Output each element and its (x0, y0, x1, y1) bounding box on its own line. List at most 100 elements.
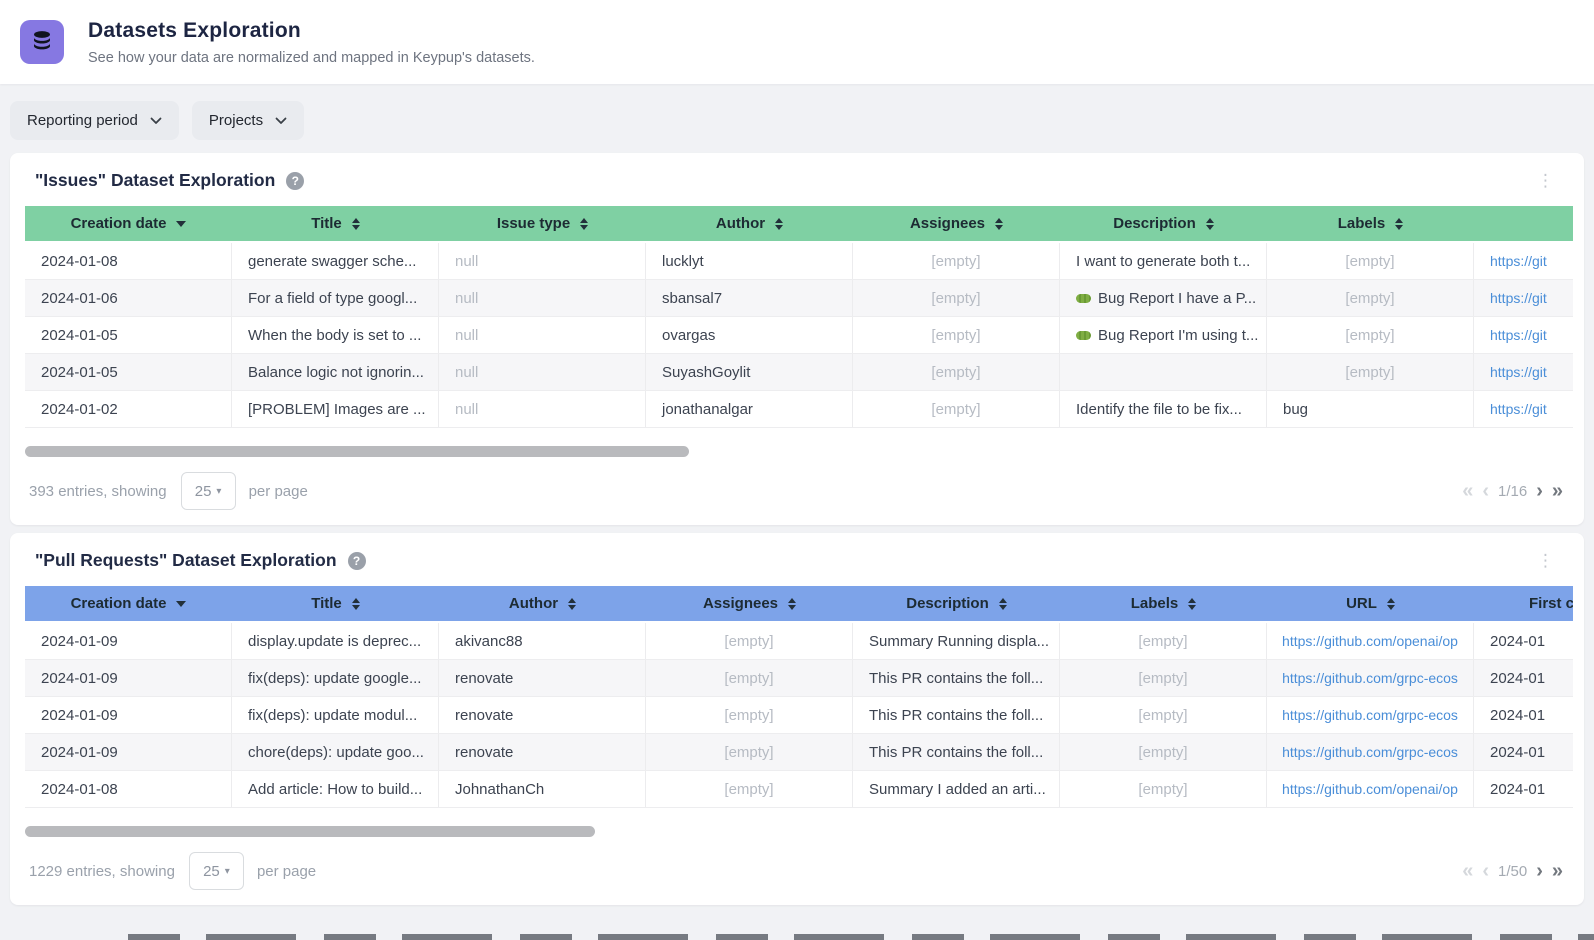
sort-icon (351, 597, 360, 610)
table-cell: fix(deps): update google... (232, 660, 439, 696)
projects-filter[interactable]: Projects (191, 101, 305, 140)
table-row: 2024-01-09 chore(deps): update goo... reno… (25, 734, 1573, 771)
table-row: 2024-01-09 fix(deps): update google... ren… (25, 660, 1573, 697)
projects-label: Projects (208, 112, 264, 129)
table-cell: [empty] (1060, 734, 1267, 770)
column-header[interactable]: Title (232, 215, 439, 232)
url-link[interactable]: https://github.com/openai/op (1267, 623, 1474, 659)
table-cell: [empty] (646, 660, 853, 696)
entries-text: 1229 entries, showing (29, 862, 175, 880)
table-footer: 393 entries, showing 25 ▾ per page « ‹ 1… (25, 472, 1569, 510)
table-header-row: Creation date Title Issue type Author Assign… (25, 206, 1573, 241)
help-icon[interactable]: ? (347, 551, 366, 570)
horizontal-scrollbar[interactable] (25, 446, 1569, 457)
table-cell: SuyashGoylit (646, 354, 853, 390)
chevron-down-icon (150, 117, 162, 124)
table-body: 2024-01-08 generate swagger sche... null lu… (25, 243, 1573, 428)
per-page-select[interactable]: 25 ▾ (180, 472, 236, 510)
table-row: 2024-01-05 When the body is set to ... nul… (25, 317, 1573, 354)
url-link[interactable]: https://git (1490, 290, 1547, 306)
page-header: Datasets Exploration See how your data a… (0, 0, 1594, 84)
sort-icon (1205, 217, 1214, 230)
column-header[interactable]: Assignees (646, 595, 853, 612)
issues-panel: "Issues" Dataset Exploration ? ⋮ Creatio… (10, 153, 1584, 525)
table-cell: renovate (439, 697, 646, 733)
table-cell: bug (1267, 391, 1474, 427)
table-row: 2024-01-06 For a field of type googl... nu… (25, 280, 1573, 317)
column-header[interactable]: Creation date (25, 215, 232, 232)
column-header[interactable]: Labels (1060, 595, 1267, 612)
column-header[interactable]: Title (232, 595, 439, 612)
next-page-button[interactable]: › (1536, 480, 1543, 502)
prev-page-button[interactable]: ‹ (1482, 480, 1489, 502)
reporting-period-filter[interactable]: Reporting period (10, 101, 179, 140)
table-cell: [PROBLEM] Images are ... (232, 391, 439, 427)
per-page-select[interactable]: 25 ▾ (188, 852, 244, 890)
url-link[interactable]: https://git (1490, 327, 1547, 343)
pull-requests-panel: "Pull Requests" Dataset Exploration ? ⋮ … (10, 533, 1584, 905)
table-cell: This PR contains the foll... (853, 660, 1060, 696)
url-link[interactable]: https://github.com/grpc-ecos (1267, 660, 1474, 696)
url-link[interactable]: https://git (1490, 364, 1547, 380)
table-cell: [empty] (646, 734, 853, 770)
table-cell: This PR contains the foll... (853, 697, 1060, 733)
column-header-label: Description (1113, 215, 1196, 232)
sort-desc-icon (176, 600, 187, 607)
url-link[interactable]: https://git (1490, 401, 1547, 417)
panel-title: "Issues" Dataset Exploration (35, 170, 276, 190)
first-page-button[interactable]: « (1462, 480, 1474, 502)
column-header[interactable]: Author (646, 215, 853, 232)
scrollbar-thumb[interactable] (25, 826, 595, 837)
table-cell: 2024-01-05 (25, 354, 232, 390)
table-cell: [empty] (1267, 280, 1474, 316)
table-cell: [empty] (1267, 317, 1474, 353)
per-page-label: per page (256, 862, 317, 880)
column-header[interactable]: Author (439, 595, 646, 612)
sort-icon (995, 217, 1004, 230)
table-cell: Identify the file to be fix... (1060, 391, 1267, 427)
prev-page-button[interactable]: ‹ (1482, 860, 1489, 882)
table-cell: lucklyt (646, 243, 853, 279)
url-link[interactable]: https://github.com/grpc-ecos (1267, 734, 1474, 770)
column-header[interactable]: First c (1474, 595, 1573, 612)
issues-table: Creation date Title Issue type Author Assign… (25, 206, 1573, 428)
url-link[interactable]: https://github.com/grpc-ecos (1267, 697, 1474, 733)
table-cell: 2024-01 (1490, 706, 1546, 724)
horizontal-scrollbar[interactable] (25, 826, 1569, 837)
column-header[interactable]: Issue type (439, 215, 646, 232)
last-page-button[interactable]: » (1551, 480, 1563, 502)
url-link[interactable]: https://git (1490, 253, 1547, 269)
table-cell: [empty] (1060, 623, 1267, 659)
sort-desc-icon (176, 220, 187, 227)
table-cell: fix(deps): update modul... (232, 697, 439, 733)
scrollbar-thumb[interactable] (25, 446, 689, 457)
column-header-label: Labels (1130, 595, 1179, 612)
caret-down-icon: ▾ (224, 865, 230, 877)
last-page-button[interactable]: » (1551, 860, 1563, 882)
table-row: 2024-01-02 [PROBLEM] Images are ... null jo… (25, 391, 1573, 428)
kebab-menu-icon[interactable]: ⋮ (1537, 171, 1555, 190)
column-header[interactable]: URL (1267, 595, 1474, 612)
column-header[interactable]: Labels (1267, 215, 1474, 232)
table-cell: 2024-01 (1490, 780, 1546, 798)
clipped-content-edge (128, 934, 1594, 940)
table-cell: chore(deps): update goo... (232, 734, 439, 770)
column-header[interactable]: Description (853, 595, 1060, 612)
url-link[interactable]: https://github.com/openai/op (1267, 771, 1474, 807)
column-header-label: Creation date (70, 595, 167, 612)
table-cell: generate swagger sche... (232, 243, 439, 279)
column-header-label: Author (508, 595, 559, 612)
next-page-button[interactable]: › (1536, 860, 1543, 882)
column-header[interactable]: Assignees (853, 215, 1060, 232)
help-icon[interactable]: ? (286, 171, 305, 190)
kebab-menu-icon[interactable]: ⋮ (1537, 551, 1555, 570)
table-cell: null (439, 280, 646, 316)
first-page-button[interactable]: « (1462, 860, 1474, 882)
table-cell: [empty] (853, 391, 1060, 427)
column-header[interactable]: Creation date (25, 595, 232, 612)
per-page-value: 25 (203, 862, 220, 880)
table-cell: 2024-01 (1490, 669, 1546, 687)
table-cell: 2024-01-08 (25, 243, 232, 279)
column-header[interactable]: Description (1060, 215, 1267, 232)
table-body: 2024-01-09 display.update is deprec... aki… (25, 623, 1573, 808)
